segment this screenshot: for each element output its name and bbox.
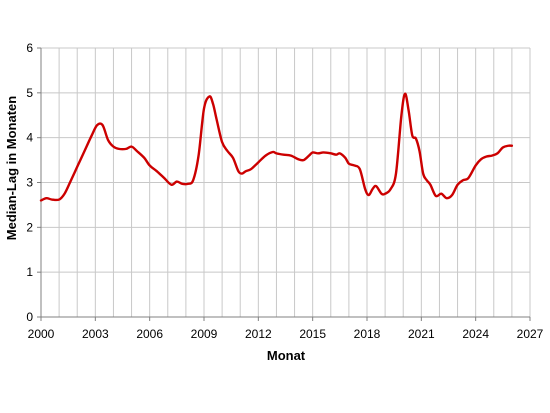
y-tick-label: 0 bbox=[26, 310, 33, 324]
x-tick-label: 2018 bbox=[354, 327, 381, 341]
x-tick-label: 2009 bbox=[191, 327, 218, 341]
x-tick-label: 2024 bbox=[462, 327, 489, 341]
x-tick-label: 2015 bbox=[299, 327, 326, 341]
y-axis-title: Median-Lag in Monaten bbox=[4, 96, 19, 241]
x-axis-title: Monat bbox=[267, 348, 306, 363]
y-tick-label: 2 bbox=[26, 220, 33, 234]
x-tick-label: 2012 bbox=[245, 327, 272, 341]
y-tick-label: 1 bbox=[26, 265, 33, 279]
x-tick-label: 2021 bbox=[408, 327, 435, 341]
x-tick-label: 2000 bbox=[28, 327, 55, 341]
grid bbox=[41, 47, 531, 317]
y-tick-labels: 0 1 2 3 4 5 6 bbox=[26, 41, 41, 324]
y-tick-label: 5 bbox=[26, 86, 33, 100]
y-tick-label: 4 bbox=[26, 131, 33, 145]
y-tick-label: 3 bbox=[26, 176, 33, 190]
x-tick-label: 2003 bbox=[82, 327, 109, 341]
x-tick-label: 2006 bbox=[136, 327, 163, 341]
series-line bbox=[39, 92, 514, 202]
y-tick-label: 6 bbox=[26, 41, 33, 55]
x-tick-label: 2027 bbox=[517, 327, 544, 341]
x-tick-labels: 2000 2003 2006 2009 2012 2015 2018 2021 2024 2027 bbox=[28, 317, 544, 341]
